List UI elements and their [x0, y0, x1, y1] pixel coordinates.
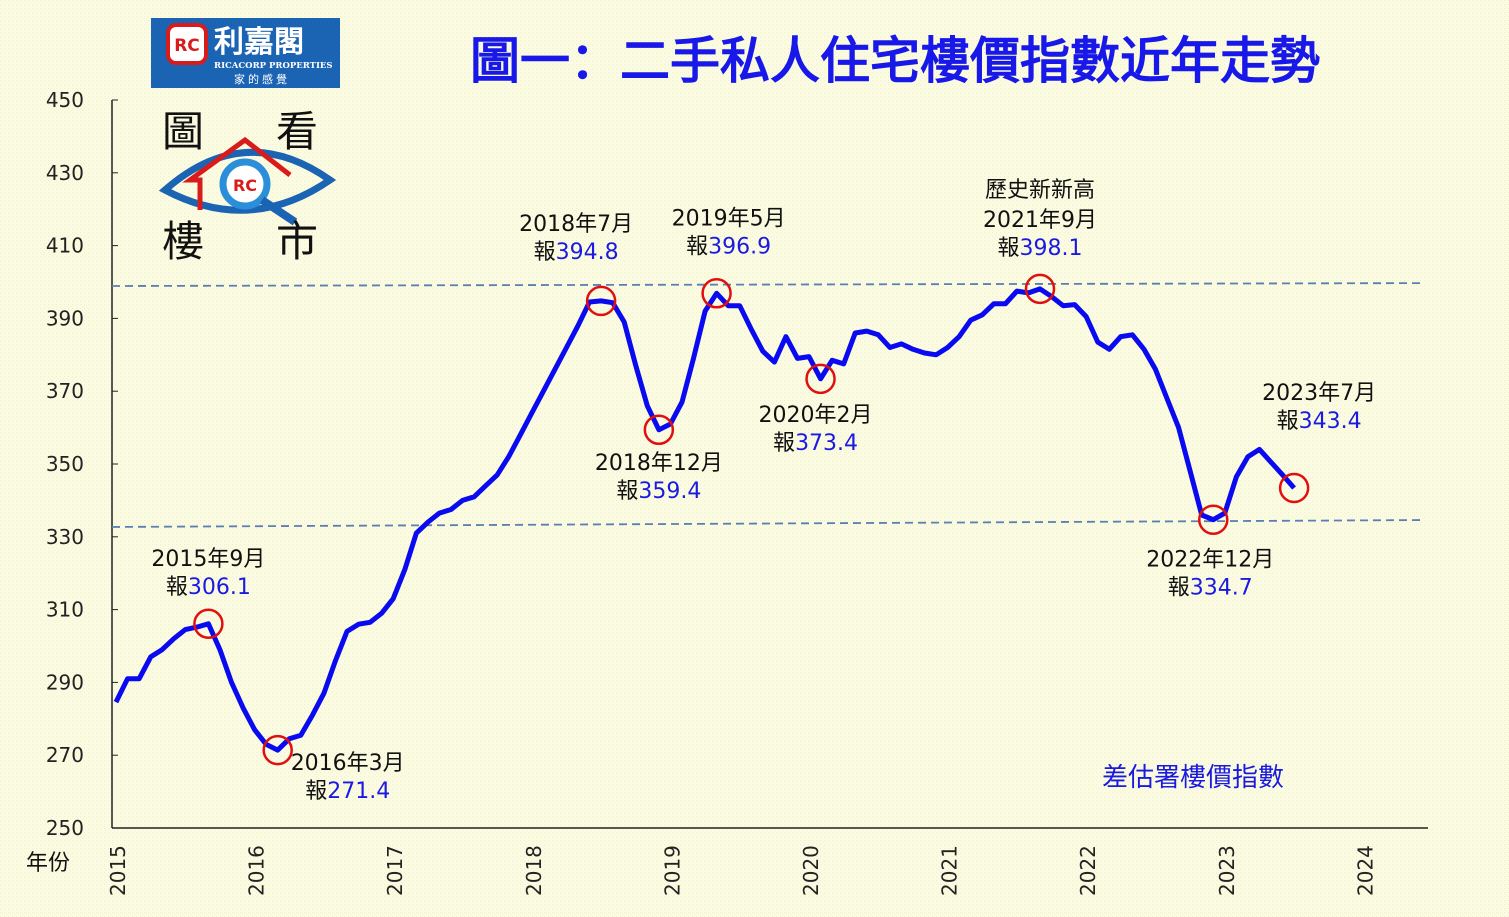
highlight-circle — [262, 734, 293, 766]
annotation-number: 334.7 — [1190, 576, 1253, 601]
legend-label: 差估署樓價指數 — [1102, 763, 1284, 793]
x-tick-label: 2020 — [799, 845, 823, 896]
highlight-circle — [1198, 504, 1229, 535]
eye-badge-text: RC — [233, 176, 257, 195]
annotation-value: 報373.4 — [773, 431, 858, 456]
annotation-date: 2018年12月 — [595, 451, 723, 476]
annotation-number: 373.4 — [795, 431, 858, 456]
magnifier-icon — [219, 158, 271, 210]
annotation-number: 394.8 — [556, 240, 619, 265]
y-tick-label: 330 — [46, 525, 84, 549]
chart-title: 圖一：二手私人住宅樓價指數近年走勢 — [470, 32, 1320, 90]
reference-line — [111, 282, 1423, 287]
annotation-date: 2022年12月 — [1146, 548, 1274, 573]
annotation-date: 2015年9月 — [151, 547, 265, 572]
magnifier-handle — [259, 196, 298, 226]
annotation-number: 359.4 — [638, 479, 701, 504]
reference-line — [111, 519, 1423, 528]
highlight-circle — [193, 608, 224, 640]
annotation-number: 398.1 — [1020, 236, 1083, 261]
annotation-value: 報359.4 — [616, 479, 701, 504]
y-tick-label: 250 — [46, 816, 84, 840]
y-tick-label: 310 — [46, 598, 84, 622]
logo-badge-text: RC — [174, 36, 200, 56]
annotation-value: 報343.4 — [1277, 409, 1362, 434]
series-line — [113, 286, 1296, 753]
rc-badge-icon — [166, 23, 208, 65]
y-tick-label: 350 — [46, 452, 84, 476]
annotation-note: 歷史新新高 — [985, 178, 1095, 203]
highlight-circle — [585, 285, 617, 317]
annotation-date: 2016年3月 — [291, 751, 405, 776]
x-tick-label: 2024 — [1353, 845, 1377, 896]
annotation-prefix: 報 — [305, 779, 327, 804]
annotation-date: 2019年5月 — [672, 206, 786, 231]
highlight-circle — [1278, 472, 1310, 504]
logo-char: 樓 — [162, 217, 204, 266]
highlight-circle — [1024, 273, 1056, 305]
highlight-circle — [805, 363, 836, 395]
x-tick-label: 2015 — [106, 845, 130, 896]
eye-logo: RC 圖 看 樓 市 — [158, 107, 337, 266]
annotation-number: 343.4 — [1299, 409, 1362, 434]
annotation-date: 2023年7月 — [1262, 381, 1376, 406]
x-tick-label: 2023 — [1215, 845, 1239, 896]
x-axis-label: 年份 — [26, 851, 70, 876]
logo-char: 看 — [276, 107, 318, 156]
y-tick-label: 390 — [46, 306, 84, 330]
annotation-number: 396.9 — [708, 234, 771, 259]
highlight-circle — [701, 278, 732, 309]
annotation-date: 2018年7月 — [519, 212, 633, 237]
y-tick-label: 450 — [46, 88, 84, 112]
annotation-number: 271.4 — [327, 779, 390, 804]
annotation-value: 報306.1 — [166, 575, 251, 600]
annotation-value: 報398.1 — [998, 236, 1083, 261]
annotation-prefix: 報 — [616, 479, 638, 504]
y-tick-label: 430 — [46, 161, 84, 185]
logo-brand-en: RICACORP PROPERTIES — [214, 61, 333, 71]
x-tick-label: 2018 — [522, 845, 546, 896]
y-tick-label: 290 — [46, 670, 84, 694]
annotation-date: 2020年2月 — [759, 403, 873, 428]
annotation-value: 報271.4 — [305, 779, 390, 804]
annotation-prefix: 報 — [773, 431, 795, 456]
y-tick-label: 410 — [46, 234, 84, 258]
x-tick-label: 2016 — [245, 845, 269, 896]
x-tick-label: 2019 — [660, 845, 684, 896]
annotation-prefix: 報 — [686, 234, 708, 259]
annotation-prefix: 報 — [998, 236, 1020, 261]
annotation-prefix: 報 — [1277, 409, 1299, 434]
y-tick-label: 370 — [46, 379, 84, 403]
annotation-date: 2021年9月 — [983, 208, 1097, 233]
annotation-value: 報394.8 — [534, 240, 619, 265]
logo-slogan: 家的感覺 — [234, 72, 290, 86]
ricacorp-logo: RC 利嘉閣 RICACORP PROPERTIES 家的感覺 — [151, 18, 340, 88]
annotation-value: 報334.7 — [1168, 576, 1253, 601]
annotation-prefix: 報 — [534, 240, 556, 265]
logo-brand-cn: 利嘉閣 — [214, 25, 304, 60]
x-tick-label: 2022 — [1076, 845, 1100, 896]
annotation-prefix: 報 — [1168, 576, 1190, 601]
highlight-circle — [643, 414, 675, 446]
annotation-prefix: 報 — [166, 575, 188, 600]
y-tick-label: 270 — [46, 743, 84, 767]
house-icon — [182, 136, 292, 210]
logo-char: 市 — [276, 217, 318, 266]
x-tick-label: 2021 — [938, 845, 962, 896]
x-tick-label: 2017 — [383, 845, 407, 896]
annotation-number: 306.1 — [188, 575, 251, 600]
annotation-value: 報396.9 — [686, 234, 771, 259]
logo-char: 圖 — [162, 107, 204, 156]
